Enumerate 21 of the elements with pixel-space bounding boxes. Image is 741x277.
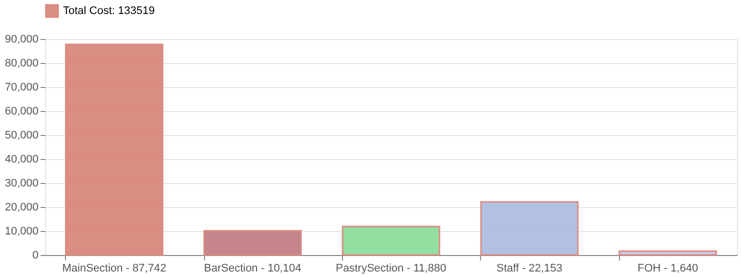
y-tick-label: 40,000 [4, 154, 38, 166]
bar [203, 230, 302, 256]
y-tick-label: 0 [32, 250, 38, 262]
bar [342, 226, 440, 256]
x-tick-label: PastrySection - 11,880 [336, 262, 446, 274]
y-tick-label: 80,000 [4, 58, 38, 70]
bar [618, 250, 717, 256]
bar [65, 44, 164, 256]
x-tick-label: Staff - 22,153 [496, 262, 562, 274]
legend-label: Total Cost: 133519 [63, 5, 155, 17]
x-tick-label: MainSection - 87,742 [62, 262, 166, 274]
y-tick-label: 60,000 [4, 106, 38, 118]
x-tick-label: FOH - 1,640 [638, 262, 698, 274]
y-tick-label: 70,000 [4, 82, 38, 94]
x-tick-label: BarSection - 10,104 [204, 262, 302, 274]
y-tick-label: 90,000 [4, 34, 38, 46]
y-tick-label: 10,000 [4, 226, 38, 238]
y-tick-label: 50,000 [4, 130, 38, 142]
y-tick-label: 30,000 [4, 178, 38, 190]
bar [480, 201, 579, 256]
y-tick-label: 20,000 [4, 202, 38, 214]
